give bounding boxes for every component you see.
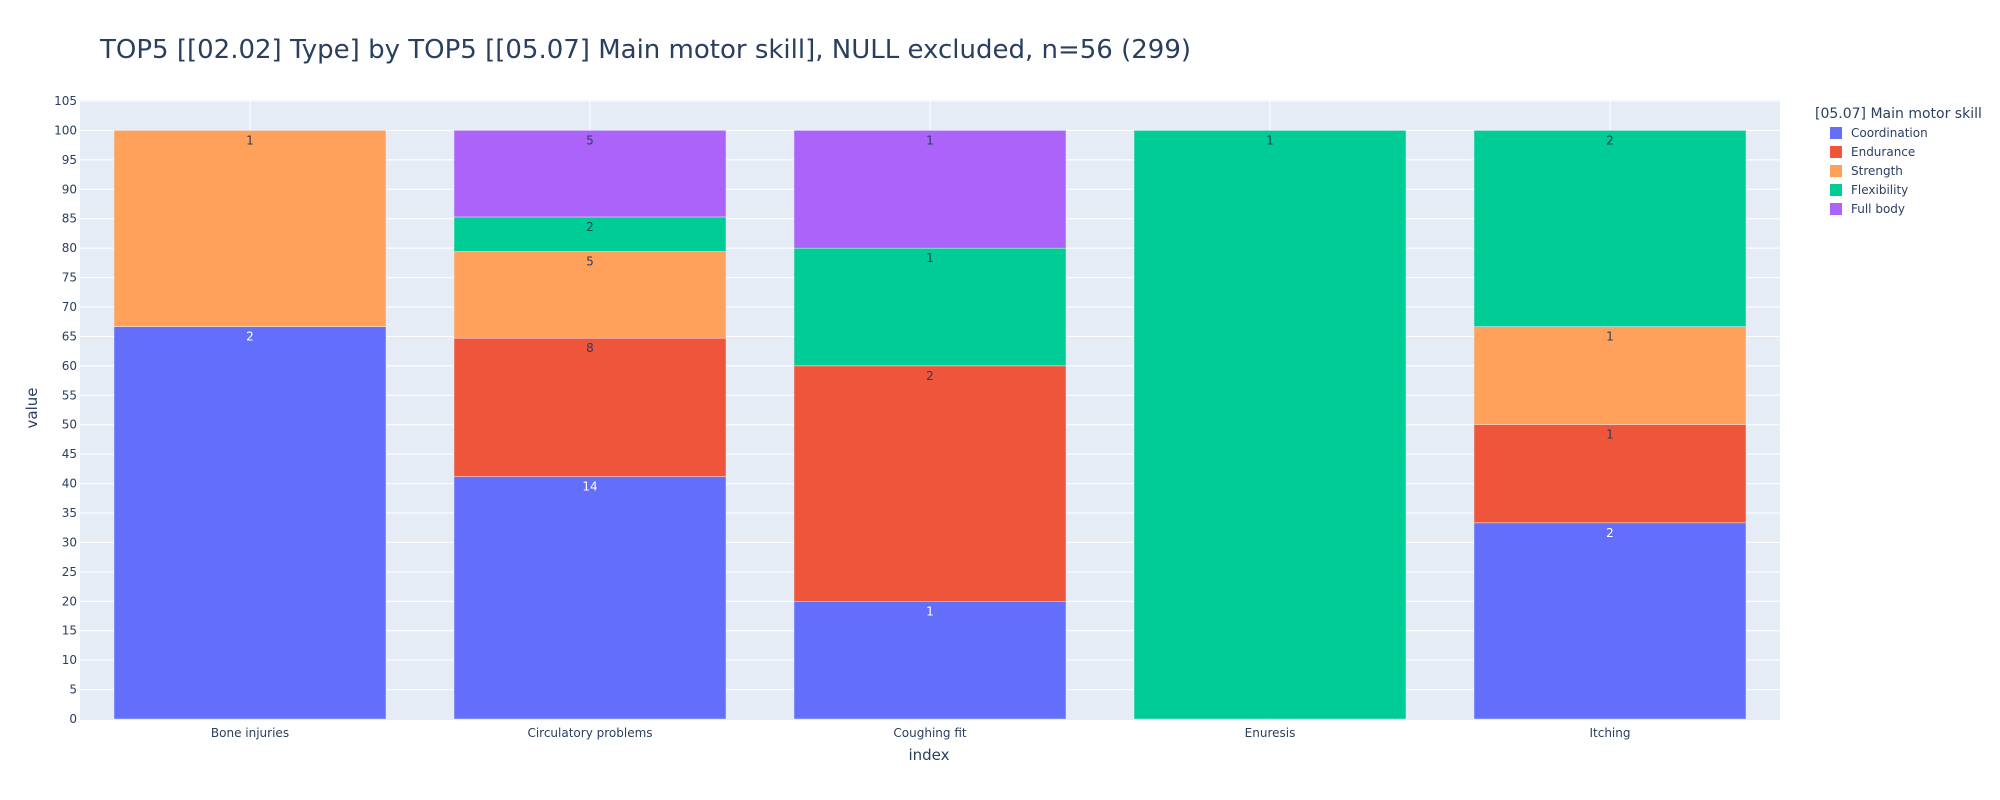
bar-data-label: 2 xyxy=(246,330,254,344)
y-tick-label: 60 xyxy=(62,359,77,373)
x-tick-label: Itching xyxy=(1589,726,1630,740)
bar-full-body xyxy=(453,130,727,218)
bar-flexibility xyxy=(453,216,727,252)
y-tick-label: 35 xyxy=(62,506,77,520)
y-tick-label: 100 xyxy=(54,123,77,137)
y-tick-label: 90 xyxy=(62,182,77,196)
legend-swatch[interactable] xyxy=(1830,184,1842,196)
bar-flexibility xyxy=(1473,130,1747,327)
bar-endurance xyxy=(793,365,1067,602)
x-axis-title: index xyxy=(908,746,949,764)
bar-data-label: 2 xyxy=(926,369,934,383)
y-tick-label: 75 xyxy=(62,271,77,285)
legend: [05.07] Main motor skill Coordination End… xyxy=(1815,106,1982,216)
bar-data-label: 1 xyxy=(1266,133,1274,147)
y-axis-title: value xyxy=(23,388,41,429)
legend-swatch[interactable] xyxy=(1830,127,1842,139)
y-tick-label: 15 xyxy=(62,624,77,638)
y-tick-label: 95 xyxy=(62,153,77,167)
y-tick-label: 20 xyxy=(62,594,77,608)
y-tick-label: 85 xyxy=(62,212,77,226)
legend-swatch[interactable] xyxy=(1830,165,1842,177)
y-tick-label: 50 xyxy=(62,418,77,432)
legend-item-label[interactable]: Flexibility xyxy=(1851,183,1908,197)
y-tick-label: 105 xyxy=(54,94,77,108)
bar-coordination xyxy=(113,326,387,720)
legend-item-label[interactable]: Endurance xyxy=(1851,145,1915,159)
legend-item-label[interactable]: Strength xyxy=(1851,164,1903,178)
y-tick-label: 80 xyxy=(62,241,77,255)
y-tick-label: 55 xyxy=(62,388,77,402)
bar-data-label: 1 xyxy=(926,133,934,147)
bar-data-label: 1 xyxy=(1606,330,1614,344)
y-tick-label: 10 xyxy=(62,653,77,667)
y-tick-label: 40 xyxy=(62,477,77,491)
bar-data-label: 1 xyxy=(926,604,934,618)
y-tick-layer: 0 5 10 15 20 25 30 35 40 45 50 55 60 65 70 75 80 85 90 95 10… xyxy=(54,94,77,726)
bar-coordination xyxy=(1473,522,1747,720)
bar-layer: 2 1 14 8 5 2 5 1 2 1 1 1 2 1 1 2 xyxy=(113,130,1747,720)
bar-data-label: 2 xyxy=(1606,526,1614,540)
bar-data-label: 1 xyxy=(926,251,934,265)
y-tick-label: 70 xyxy=(62,300,77,314)
bar-endurance xyxy=(1473,424,1747,524)
y-tick-label: 0 xyxy=(69,712,77,726)
y-tick-label: 5 xyxy=(69,683,77,697)
bar-data-label: 14 xyxy=(582,480,597,494)
legend-item-label[interactable]: Coordination xyxy=(1851,126,1928,140)
bar-flexibility xyxy=(1133,130,1407,720)
legend-title: [05.07] Main motor skill xyxy=(1815,106,1982,122)
bar-data-label: 8 xyxy=(586,341,594,355)
legend-swatch[interactable] xyxy=(1830,203,1842,215)
x-tick-label: Coughing fit xyxy=(893,726,966,740)
bar-coordination xyxy=(453,476,727,720)
bar-strength xyxy=(1473,326,1747,425)
bar-strength xyxy=(113,130,387,327)
y-tick-label: 30 xyxy=(62,535,77,549)
y-tick-label: 65 xyxy=(62,329,77,343)
bar-data-label: 2 xyxy=(586,220,594,234)
bar-strength xyxy=(453,251,727,339)
bar-data-label: 5 xyxy=(586,133,594,147)
legend-swatch[interactable] xyxy=(1830,146,1842,158)
bar-coordination xyxy=(793,601,1067,720)
x-tick-layer: Bone injuries Circulatory problems Coughin… xyxy=(211,726,1631,740)
y-tick-label: 45 xyxy=(62,447,77,461)
bar-data-label: 1 xyxy=(1606,428,1614,442)
x-tick-label: Circulatory problems xyxy=(527,726,652,740)
bar-full-body xyxy=(793,130,1067,249)
bar-data-label: 5 xyxy=(586,255,594,269)
bar-data-label: 2 xyxy=(1606,133,1614,147)
y-tick-label: 25 xyxy=(62,565,77,579)
x-tick-label: Enuresis xyxy=(1245,726,1296,740)
bar-flexibility xyxy=(793,247,1067,367)
legend-item-label[interactable]: Full body xyxy=(1851,202,1905,216)
bar-data-label: 1 xyxy=(246,133,254,147)
chart-title: TOP5 [[02.02] Type] by TOP5 [[05.07] Mai… xyxy=(99,35,1191,65)
x-tick-label: Bone injuries xyxy=(211,726,289,740)
bar-endurance xyxy=(453,337,727,477)
